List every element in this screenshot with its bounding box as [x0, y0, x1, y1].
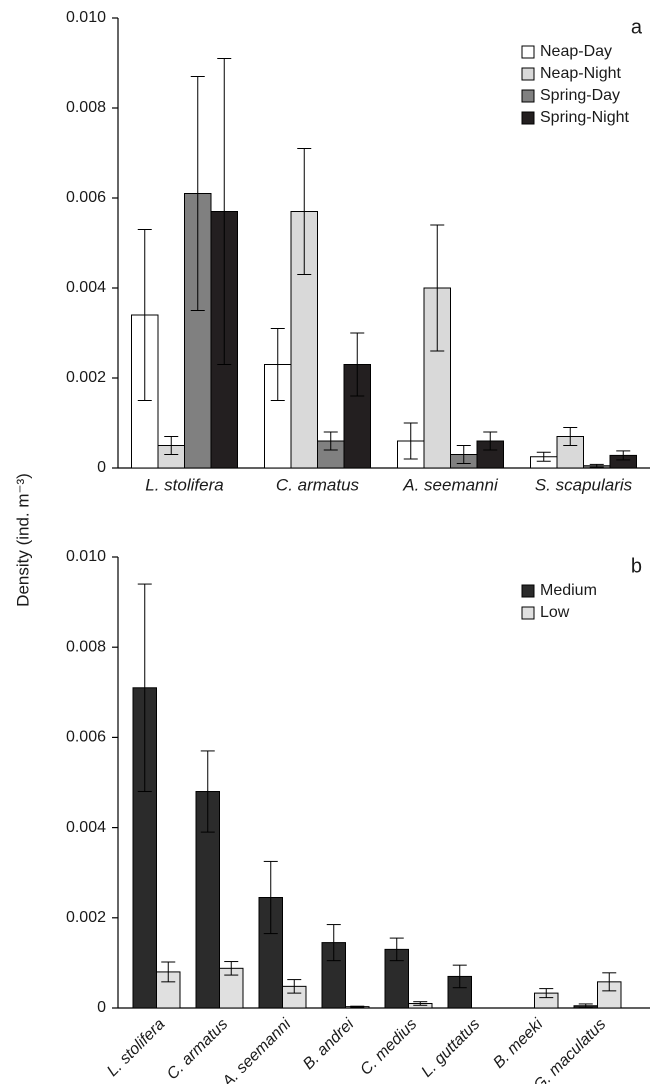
- x-tick-label: A. seemanni: [219, 1015, 295, 1084]
- y-tick-label: 0.002: [66, 369, 106, 386]
- x-tick-label: B. andrei: [300, 1015, 358, 1073]
- legend-label: Neap-Night: [540, 65, 621, 82]
- y-tick-label: 0.004: [66, 279, 106, 296]
- x-tick-label: A. seemanni: [402, 475, 499, 494]
- panel-label: b: [631, 555, 642, 577]
- legend-swatch: [521, 584, 535, 598]
- y-tick-label: 0.008: [66, 99, 106, 116]
- y-tick-label: 0.010: [66, 9, 106, 26]
- y-tick-label: 0.010: [66, 548, 106, 565]
- x-tick-label: S. scapularis: [535, 475, 633, 494]
- x-tick-label: C. armatus: [164, 1016, 231, 1083]
- x-tick-label: L. stolifera: [104, 1016, 168, 1080]
- y-tick-label: 0.006: [66, 729, 106, 746]
- y-tick-label: 0.002: [66, 909, 106, 926]
- y-axis-label: Density (ind. m⁻³): [13, 473, 32, 607]
- legend-swatch: [521, 606, 535, 620]
- legend-label: Low: [540, 604, 570, 621]
- legend-label: Spring-Night: [540, 109, 629, 126]
- y-tick-label: 0.008: [66, 638, 106, 655]
- legend-label: Medium: [540, 582, 597, 599]
- legend-label: Neap-Day: [540, 43, 612, 60]
- y-tick-label: 0.004: [66, 819, 106, 836]
- legend-swatch: [521, 111, 535, 125]
- x-tick-label: L. guttatus: [418, 1016, 483, 1081]
- legend-swatch: [521, 67, 535, 81]
- legend-label: Spring-Day: [540, 87, 620, 104]
- legend-swatch: [521, 89, 535, 103]
- y-tick-label: 0: [97, 459, 106, 476]
- x-tick-label: C. armatus: [276, 475, 360, 494]
- x-tick-label: B. meeki: [490, 1015, 546, 1071]
- legend-swatch: [521, 45, 535, 59]
- x-tick-label: C. medius: [357, 1016, 420, 1079]
- y-tick-label: 0: [97, 999, 106, 1016]
- panel-label: a: [631, 16, 643, 38]
- x-tick-label: L. stolifera: [145, 475, 223, 494]
- y-tick-label: 0.006: [66, 189, 106, 206]
